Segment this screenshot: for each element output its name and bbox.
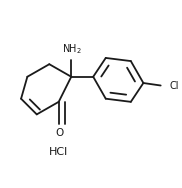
Text: O: O — [55, 128, 64, 138]
Text: HCl: HCl — [49, 147, 68, 157]
Text: NH$_2$: NH$_2$ — [62, 42, 82, 56]
Text: Cl: Cl — [169, 81, 179, 91]
